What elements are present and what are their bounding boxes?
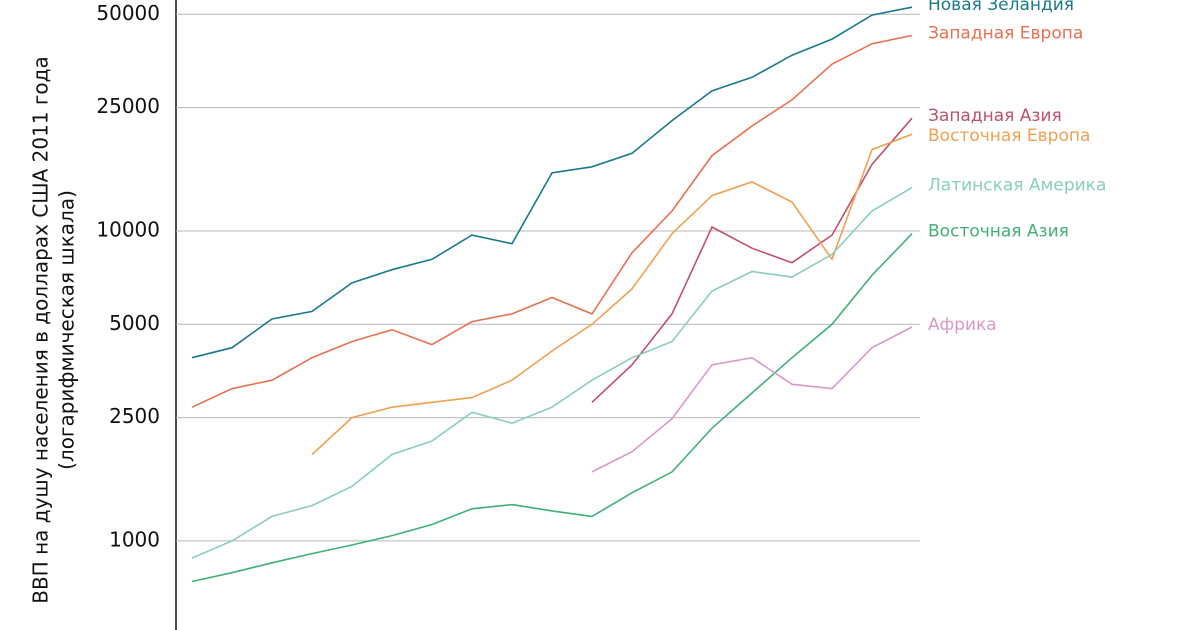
legend-label: Африка — [928, 315, 997, 335]
y-axis-title: ВВП на душу населения в долларах США 201… — [29, 56, 79, 604]
y-tick-label: 5000 — [109, 311, 160, 335]
legend-label: Западная Азия — [928, 106, 1062, 126]
y-tick-label: 50000 — [96, 1, 160, 25]
legend-label: Восточная Европа — [928, 126, 1090, 146]
series-line — [191, 34, 913, 408]
y-tick-label: 10000 — [96, 217, 160, 241]
y-tick-label: 2500 — [109, 404, 160, 428]
series-line — [311, 133, 913, 456]
y-tick-label: 25000 — [96, 94, 160, 118]
series-line — [191, 6, 913, 359]
legend-label: Западная Европа — [928, 24, 1083, 44]
series-line — [591, 326, 913, 473]
y-tick-label: 1000 — [109, 527, 160, 551]
legend-label: Восточная Азия — [928, 222, 1069, 242]
y-axis-title-line: (логарифмическая шкала) — [55, 190, 79, 470]
series-line — [191, 233, 913, 583]
y-axis-title-line: ВВП на душу населения в долларах США 201… — [29, 56, 53, 604]
series-line — [191, 186, 913, 559]
series-line — [591, 117, 913, 403]
legend-label: Латинская Америка — [928, 176, 1106, 196]
legend-label: Новая Зеландия — [928, 0, 1074, 15]
